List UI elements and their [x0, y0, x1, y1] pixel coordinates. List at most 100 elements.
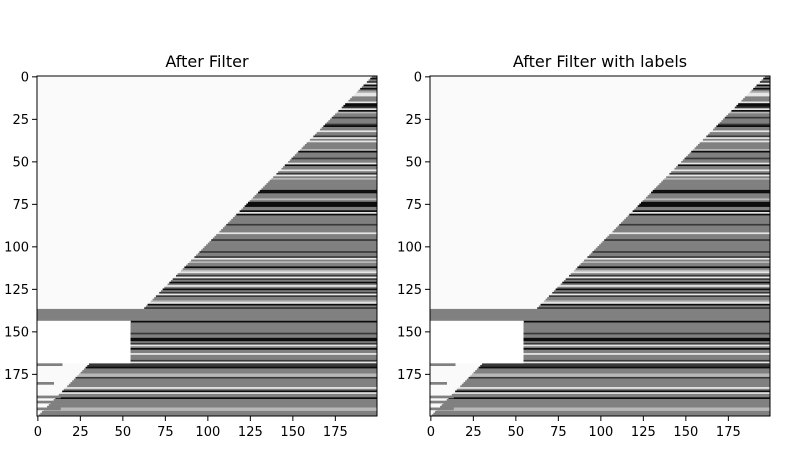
left-mark: [37, 382, 54, 385]
heatmap-row: [614, 229, 770, 231]
heatmap-row: [187, 263, 377, 265]
heatmap-row: [293, 155, 377, 158]
heatmap-row: [502, 342, 770, 345]
left-heatmap-panel: After Filter 0 25 50 75 100 125 150 175 0 25 50 75 1…: [4, 52, 378, 440]
x-tick-label: 75: [157, 425, 174, 440]
heatmap-row: [88, 363, 378, 366]
heatmap-row: [271, 178, 377, 180]
heatmap-row: [657, 184, 770, 187]
heatmap-row: [574, 269, 770, 272]
heatmap-row: [659, 183, 770, 186]
heatmap-row: [206, 244, 377, 247]
heatmap-row: [65, 387, 378, 390]
heatmap-row: [430, 315, 770, 318]
heatmap-row: [172, 278, 377, 281]
heatmap-row: [331, 116, 377, 119]
heatmap-row: [256, 193, 377, 196]
heatmap-row: [351, 96, 377, 99]
heatmap-row: [746, 94, 770, 97]
heatmap-row: [102, 349, 377, 352]
heatmap-row: [43, 409, 377, 412]
heatmap-row: [155, 295, 377, 298]
heatmap-row: [756, 84, 770, 87]
heatmap-row: [330, 118, 377, 121]
left-mark: [37, 363, 63, 367]
heatmap-row: [299, 149, 377, 152]
heatmap-row: [430, 312, 770, 315]
heatmap-row: [758, 82, 770, 85]
heatmap-row: [495, 349, 770, 352]
heatmap-row: [635, 206, 770, 209]
heatmap-row: [445, 400, 770, 403]
heatmap-row: [38, 414, 377, 417]
heatmap-row: [288, 161, 377, 163]
heatmap-row: [182, 268, 377, 271]
heatmap-row: [436, 409, 770, 412]
heatmap-row: [557, 286, 770, 289]
heatmap-row: [465, 380, 770, 383]
left-heatmap-title: After Filter: [165, 52, 249, 71]
heatmap-row: [451, 393, 770, 396]
heatmap-row: [360, 87, 377, 90]
heatmap-row: [587, 256, 770, 259]
heatmap-row: [540, 303, 770, 306]
heatmap-row: [682, 159, 770, 162]
heatmap-row: [610, 232, 770, 235]
heatmap-row: [237, 212, 377, 214]
left-mark: [37, 407, 61, 411]
heatmap-row: [538, 305, 770, 308]
heatmap-row: [117, 334, 378, 337]
heatmap-row: [637, 205, 770, 208]
heatmap-row: [579, 264, 770, 267]
heatmap-row: [264, 184, 377, 187]
heatmap-row: [466, 378, 770, 381]
heatmap-row: [279, 169, 377, 172]
heatmap-row: [438, 407, 770, 410]
heatmap-row: [448, 397, 770, 400]
heatmap-row: [739, 101, 770, 104]
y-tick-label: 100: [397, 240, 422, 255]
heatmap-row: [273, 176, 377, 179]
heatmap-row: [567, 276, 770, 279]
heatmap-row: [759, 81, 770, 84]
heatmap-row: [702, 138, 770, 141]
heatmap-row: [689, 152, 770, 155]
heatmap-row: [667, 174, 770, 177]
y-tick-label: 0: [21, 70, 29, 85]
heatmap-row: [627, 215, 770, 218]
heatmap-row: [119, 332, 377, 335]
heatmap-row: [728, 113, 770, 116]
heatmap-row: [202, 247, 377, 250]
heatmap-row: [68, 383, 377, 386]
heatmap-row: [338, 110, 377, 112]
heatmap-row: [550, 293, 770, 296]
heatmap-row: [211, 239, 377, 242]
heatmap-row: [333, 115, 377, 118]
heatmap-row: [582, 261, 770, 264]
heatmap-row: [510, 334, 770, 337]
heatmap-row: [191, 259, 377, 262]
heatmap-row: [491, 353, 770, 356]
left-mark: [430, 382, 447, 385]
heatmap-row: [430, 317, 770, 320]
heatmap-row: [53, 399, 378, 401]
x-tick-label: 150: [673, 425, 698, 440]
heatmap-row: [577, 266, 770, 269]
heatmap-row: [729, 111, 770, 114]
y-tick-label: 175: [4, 368, 29, 383]
heatmap-row: [512, 332, 770, 335]
heatmap-row: [609, 234, 770, 237]
heatmap-row: [253, 196, 377, 199]
heatmap-row: [301, 147, 377, 150]
heatmap-row: [314, 133, 377, 136]
heatmap-row: [109, 342, 378, 345]
heatmap-row: [654, 188, 770, 191]
heatmap-row: [450, 395, 770, 398]
heatmap-row: [647, 195, 770, 197]
heatmap-row: [518, 325, 770, 328]
heatmap-row: [684, 157, 770, 160]
heatmap-row: [90, 361, 378, 364]
heatmap-row: [274, 174, 377, 177]
heatmap-row: [343, 104, 377, 107]
heatmap-row: [483, 361, 770, 364]
